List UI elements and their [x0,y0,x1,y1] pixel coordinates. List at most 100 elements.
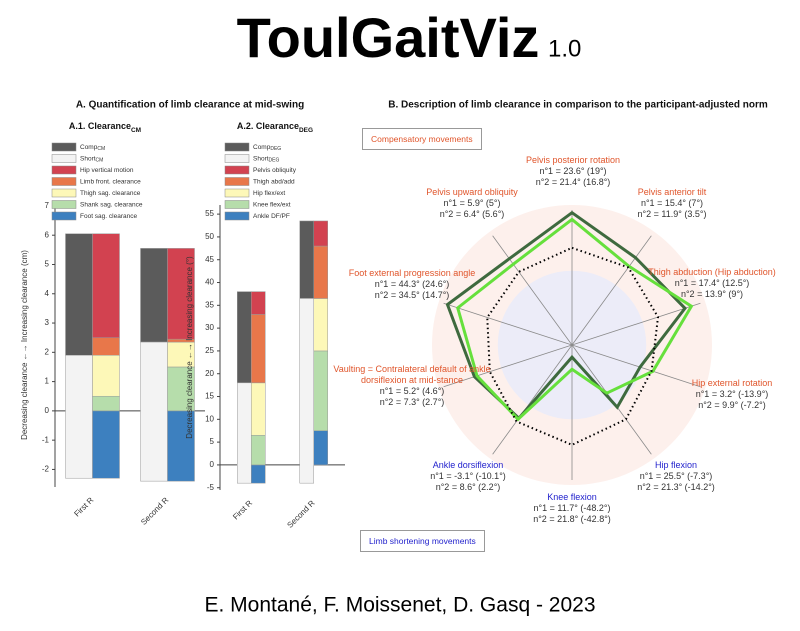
axis-name: Pelvis upward obliquity [426,187,518,197]
x-tick-label: Second R [139,495,170,526]
axis-label: Pelvis upward obliquity n°1 = 5.9° (5°) n°… [382,187,562,220]
legend-swatch [224,200,250,209]
y-tick-label: 0 [210,460,215,469]
legend-name: Comp [80,144,98,151]
axis-name: Pelvis anterior tilt [637,187,707,197]
x-tick-label: First R [231,498,254,521]
axis-label: Knee flexion n°1 = 11.7° (-48.2°) n°2 = 21… [482,492,662,525]
y-tick-label: 15 [205,392,214,401]
axis-detail: n°1 = 5.2° (4.6°) [379,386,445,396]
y-tick-label: 50 [205,232,214,241]
legend-sub: DEG [270,146,281,152]
chart-title: A.1. ClearanceCM [69,121,141,133]
legend-label: Foot sag. clearance [80,213,137,220]
title-text: A.2. Clearance [237,121,299,131]
axis-name: Hip flexion [654,460,698,470]
bar-segment [313,220,328,247]
legend-sub: DEG [269,158,280,164]
legend-swatch [224,211,250,221]
range-bar [140,248,168,343]
legend-name: Thigh abd/add [253,178,295,185]
axis-name: Ankle dorsiflexion [432,460,504,470]
legend-label: Hip flex/ext [253,190,285,197]
legend-name: Short [253,155,269,162]
range-bar [237,291,252,384]
bar-segment [313,430,328,466]
legend-swatch [51,142,77,152]
legend-swatch [51,154,77,163]
bar-segment [313,298,328,352]
spoke [443,302,573,346]
y-tick-label: -1 [42,435,50,444]
axis-detail: n°1 = 5.9° (5°) [443,198,501,208]
legend-label: Pelvis obliquity [253,167,297,174]
axis-label: Thigh abduction (Hip abduction) n°1 = 17.… [622,267,800,300]
axis-detail: n°1 = 11.7° (-48.2°) [533,503,611,513]
legend-name: Hip vertical motion [80,167,134,174]
y-axis-label: Decreasing clearance ←→ Increasing clear… [185,256,194,439]
legend-label: Ankle DF/PF [253,213,290,220]
legend-name: Ankle DF/PF [253,213,290,220]
bar-segment [251,464,266,484]
bar-segment [92,354,120,397]
range-bar [299,298,314,484]
bar-segment [92,337,120,356]
y-tick-label: 7 [45,201,50,210]
legend-swatch [51,177,77,186]
legend-label: ShortDEG [253,155,279,164]
legend-name: Knee flex/ext [253,201,291,208]
axis-detail: n°2 = 13.9° (9°) [680,289,744,299]
version: 1.0 [548,35,581,62]
y-tick-label: 3 [45,318,50,327]
bar-segment [167,341,195,368]
legend-swatch [224,177,250,186]
footer: E. Montané, F. Moissenet, D. Gasq - 2023 [204,594,595,617]
spoke [492,235,573,346]
axis-name: Thigh abduction (Hip abduction) [648,267,776,277]
axis-detail: n°2 = 11.9° (3.5°) [637,209,707,219]
legend-name: Shank sag. clearance [80,201,143,208]
bar-segment [167,366,195,412]
axis-name: Foot external progression angle [348,268,476,278]
spoke [571,235,652,346]
legend-swatch [51,211,77,221]
range-bar [65,233,93,356]
axis-label: Hip external rotation n°1 = 3.2° (-13.9°)… [642,378,800,411]
legend-sub: CM [97,146,105,152]
axis-detail: n°1 = 15.4° (7°) [640,198,704,208]
y-tick-label: 20 [205,369,214,378]
legend-name: Foot sag. clearance [80,213,137,220]
legend-name: Comp [253,144,271,151]
spoke [443,344,573,388]
legend-swatch [224,165,250,175]
axis-detail: n°2 = 9.9° (-7.2°) [698,400,766,410]
bar-segment [251,314,266,384]
y-tick-label: 1 [45,377,50,386]
chart-title: A.2. ClearanceDEG [237,121,313,133]
title-sub: CM [131,127,141,134]
y-tick-label: 45 [205,255,214,264]
axis-detail: n°1 = 3.2° (-13.9°) [695,389,769,399]
axis-label: Ankle dorsiflexion n°1 = -3.1° (-10.1°) n°… [378,460,558,493]
legend-label: Hip vertical motion [80,167,134,174]
range-bar [299,220,314,299]
legend-label: Thigh abd/add [253,178,295,185]
range-bar [237,382,252,484]
x-tick-label: First R [72,495,95,518]
y-tick-label: 5 [45,260,50,269]
legend-name: Pelvis obliquity [253,167,297,174]
axis-label: Vaulting = Contralateral default of ankl… [322,364,502,408]
axis-name: Pelvis posterior rotation [525,155,621,165]
axis-name: Vaulting = Contralateral default of ankl… [333,364,491,385]
legend-sub: CM [96,158,104,164]
legend-swatch [51,188,77,198]
bar-segment [92,395,120,412]
y-tick-label: 10 [205,414,214,423]
axis-detail: n°2 = 21.8° (-42.8°) [533,514,611,524]
legend-swatch [224,154,250,163]
legend-name: Thigh sag. clearance [80,190,141,197]
axis-label: Pelvis posterior rotation n°1 = 23.6° (19… [483,155,663,188]
axis-detail: n°2 = 8.6° (2.2°) [435,482,501,492]
